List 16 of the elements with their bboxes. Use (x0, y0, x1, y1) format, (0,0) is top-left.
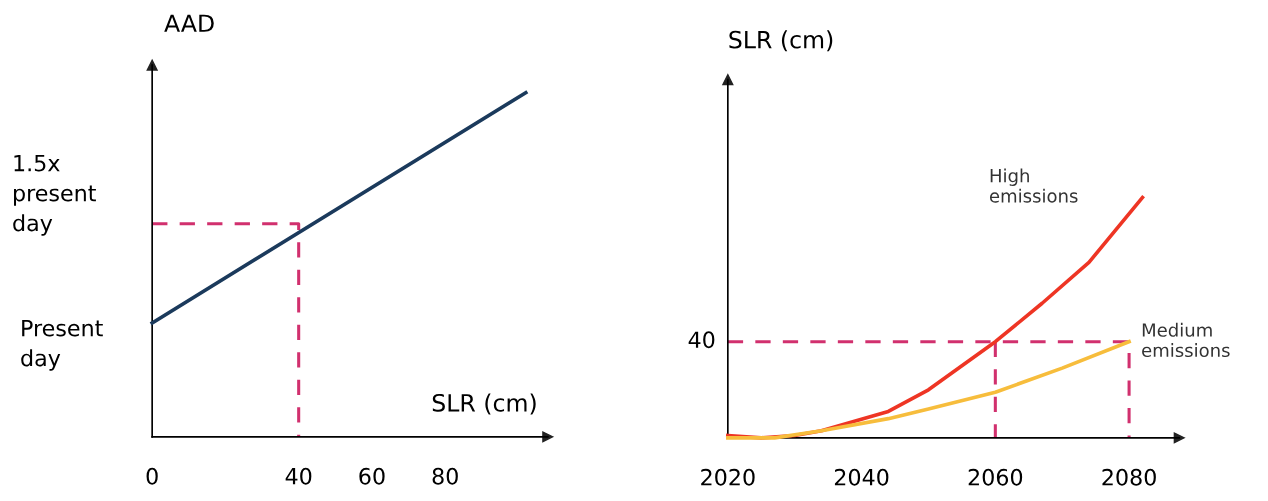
x-tick-label: 2080 (1102, 468, 1156, 486)
x-tick-label: 0 (146, 467, 158, 485)
x-tick-label: 80 (432, 467, 458, 485)
y-axis-title: SLR (cm) (729, 30, 833, 52)
y-axis-title: AAD (164, 14, 214, 32)
x-tick-label: 2040 (834, 468, 889, 486)
text: Present day (21, 319, 103, 371)
text: 1.5x present day (13, 154, 96, 236)
x-tick-label: 60 (359, 467, 385, 485)
x-tick-label: 2020 (701, 468, 755, 486)
x-tick-label: 40 (285, 467, 312, 485)
x-tick-label: 2060 (968, 468, 1023, 486)
x-axis-title: SLR (cm) (432, 393, 536, 415)
series-label: Medium emissions (1142, 322, 1230, 358)
text: High emissions (989, 168, 1078, 203)
annotation: 40 (688, 331, 715, 349)
